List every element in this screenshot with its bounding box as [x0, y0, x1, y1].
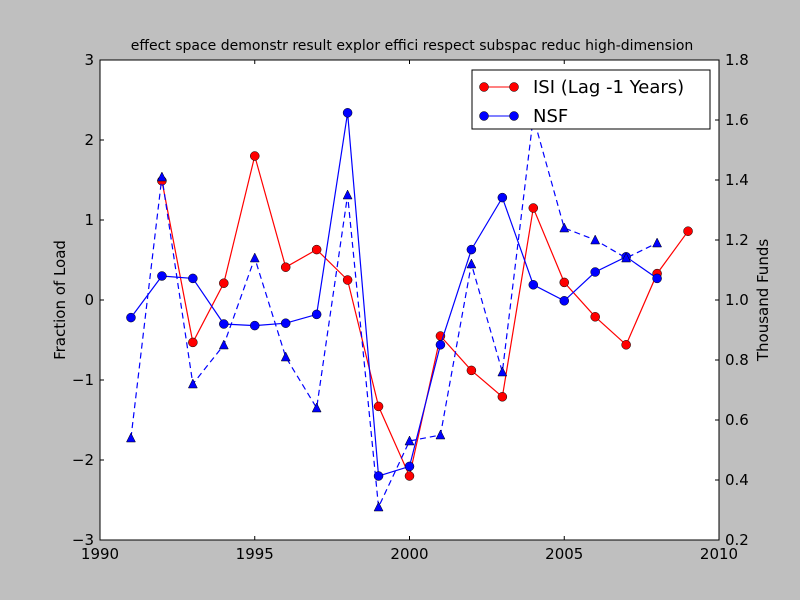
- data-point-triangle: [435, 429, 446, 440]
- series-line-1: [130, 112, 658, 477]
- data-point: [311, 309, 322, 320]
- y-tick-label: −3: [72, 531, 94, 549]
- data-point: [404, 471, 415, 481]
- data-point-triangle: [559, 222, 570, 233]
- legend-label-isi: ISI (Lag -1 Years): [533, 77, 684, 98]
- data-point: [559, 296, 569, 306]
- data-point: [590, 267, 600, 277]
- y-tick-label: −2: [72, 451, 94, 469]
- data-point-triangle: [187, 378, 198, 389]
- y-tick-label: −1: [72, 371, 94, 389]
- data-point-triangle: [218, 339, 229, 350]
- data-point: [188, 273, 198, 284]
- x-tick-label: 2005: [545, 545, 583, 563]
- y-tick-label: 2: [84, 131, 94, 149]
- data-point-triangle: [621, 252, 632, 263]
- data-point: [373, 471, 384, 481]
- data-point: [435, 340, 446, 350]
- data-point: [219, 319, 229, 329]
- data-point: [280, 262, 291, 272]
- data-point: [652, 273, 662, 284]
- y-tick-label-right: 1.6: [725, 111, 749, 129]
- x-tick-label: 1990: [81, 545, 119, 563]
- data-point: [311, 244, 322, 255]
- x-tick-label: 2010: [700, 545, 738, 563]
- data-point: [342, 108, 353, 118]
- series-line-2: [130, 116, 658, 510]
- data-point-triangle: [249, 252, 260, 263]
- y-tick-label: 0: [84, 291, 94, 309]
- x-tick-label: 1995: [236, 545, 274, 563]
- y-tick-label-right: 1.8: [725, 51, 749, 69]
- data-point: [157, 271, 167, 281]
- y-tick-label: 1: [84, 211, 94, 229]
- data-point-triangle: [126, 432, 136, 443]
- data-point-triangle: [342, 189, 353, 200]
- y-tick-label-right: 0.8: [725, 351, 749, 369]
- data-point: [188, 337, 198, 348]
- data-point-triangle: [590, 234, 601, 245]
- data-point: [280, 318, 291, 328]
- x-tick-label: 2000: [390, 545, 428, 563]
- plot-frame: [99, 59, 720, 541]
- y-tick-label-right: 1.2: [725, 231, 749, 249]
- data-point: [250, 151, 260, 161]
- data-point: [342, 275, 353, 285]
- chart-title: effect space demonstr result explor effi…: [131, 38, 694, 54]
- data-point-triangle: [404, 435, 415, 446]
- data-point-triangle: [497, 366, 508, 377]
- data-point-triangle: [156, 171, 167, 182]
- y-axis-label: Fraction of Load: [51, 240, 69, 360]
- y-tick-label-right: 0.6: [725, 411, 749, 429]
- data-point: [126, 312, 136, 323]
- y-tick-label-right: 1.4: [725, 171, 749, 189]
- data-point-triangle: [652, 237, 663, 248]
- legend-marker-isi: [509, 82, 519, 92]
- data-point: [466, 365, 477, 376]
- legend-label-nsf: NSF: [533, 106, 568, 127]
- legend-marker-nsf: [509, 111, 519, 121]
- legend-marker-nsf: [479, 111, 489, 121]
- data-point: [404, 461, 415, 472]
- y-tick-label-right: 0.4: [725, 471, 749, 489]
- legend: ISI (Lag -1 Years) NSF: [471, 69, 711, 130]
- data-point-triangle: [373, 501, 384, 512]
- data-point: [528, 280, 539, 290]
- y-tick-label: 3: [84, 51, 94, 69]
- data-point-triangle: [280, 351, 291, 362]
- data-point: [590, 312, 600, 322]
- data-point: [373, 401, 384, 412]
- plot-area: [100, 60, 719, 540]
- data-point: [466, 244, 477, 255]
- data-point: [559, 277, 569, 288]
- data-point: [621, 340, 631, 350]
- y-axis-label-right: Thousand Funds: [754, 239, 772, 362]
- data-point-triangle: [311, 402, 322, 413]
- data-point: [497, 192, 508, 203]
- y-tick-label-right: 0.2: [725, 531, 749, 549]
- y-tick-label-right: 1.0: [725, 291, 749, 309]
- data-point: [250, 320, 260, 331]
- legend-marker-isi: [479, 82, 489, 92]
- data-point: [528, 203, 539, 213]
- data-point-triangle: [466, 258, 477, 269]
- data-point: [219, 278, 229, 288]
- data-point: [683, 226, 693, 236]
- data-point: [497, 392, 508, 402]
